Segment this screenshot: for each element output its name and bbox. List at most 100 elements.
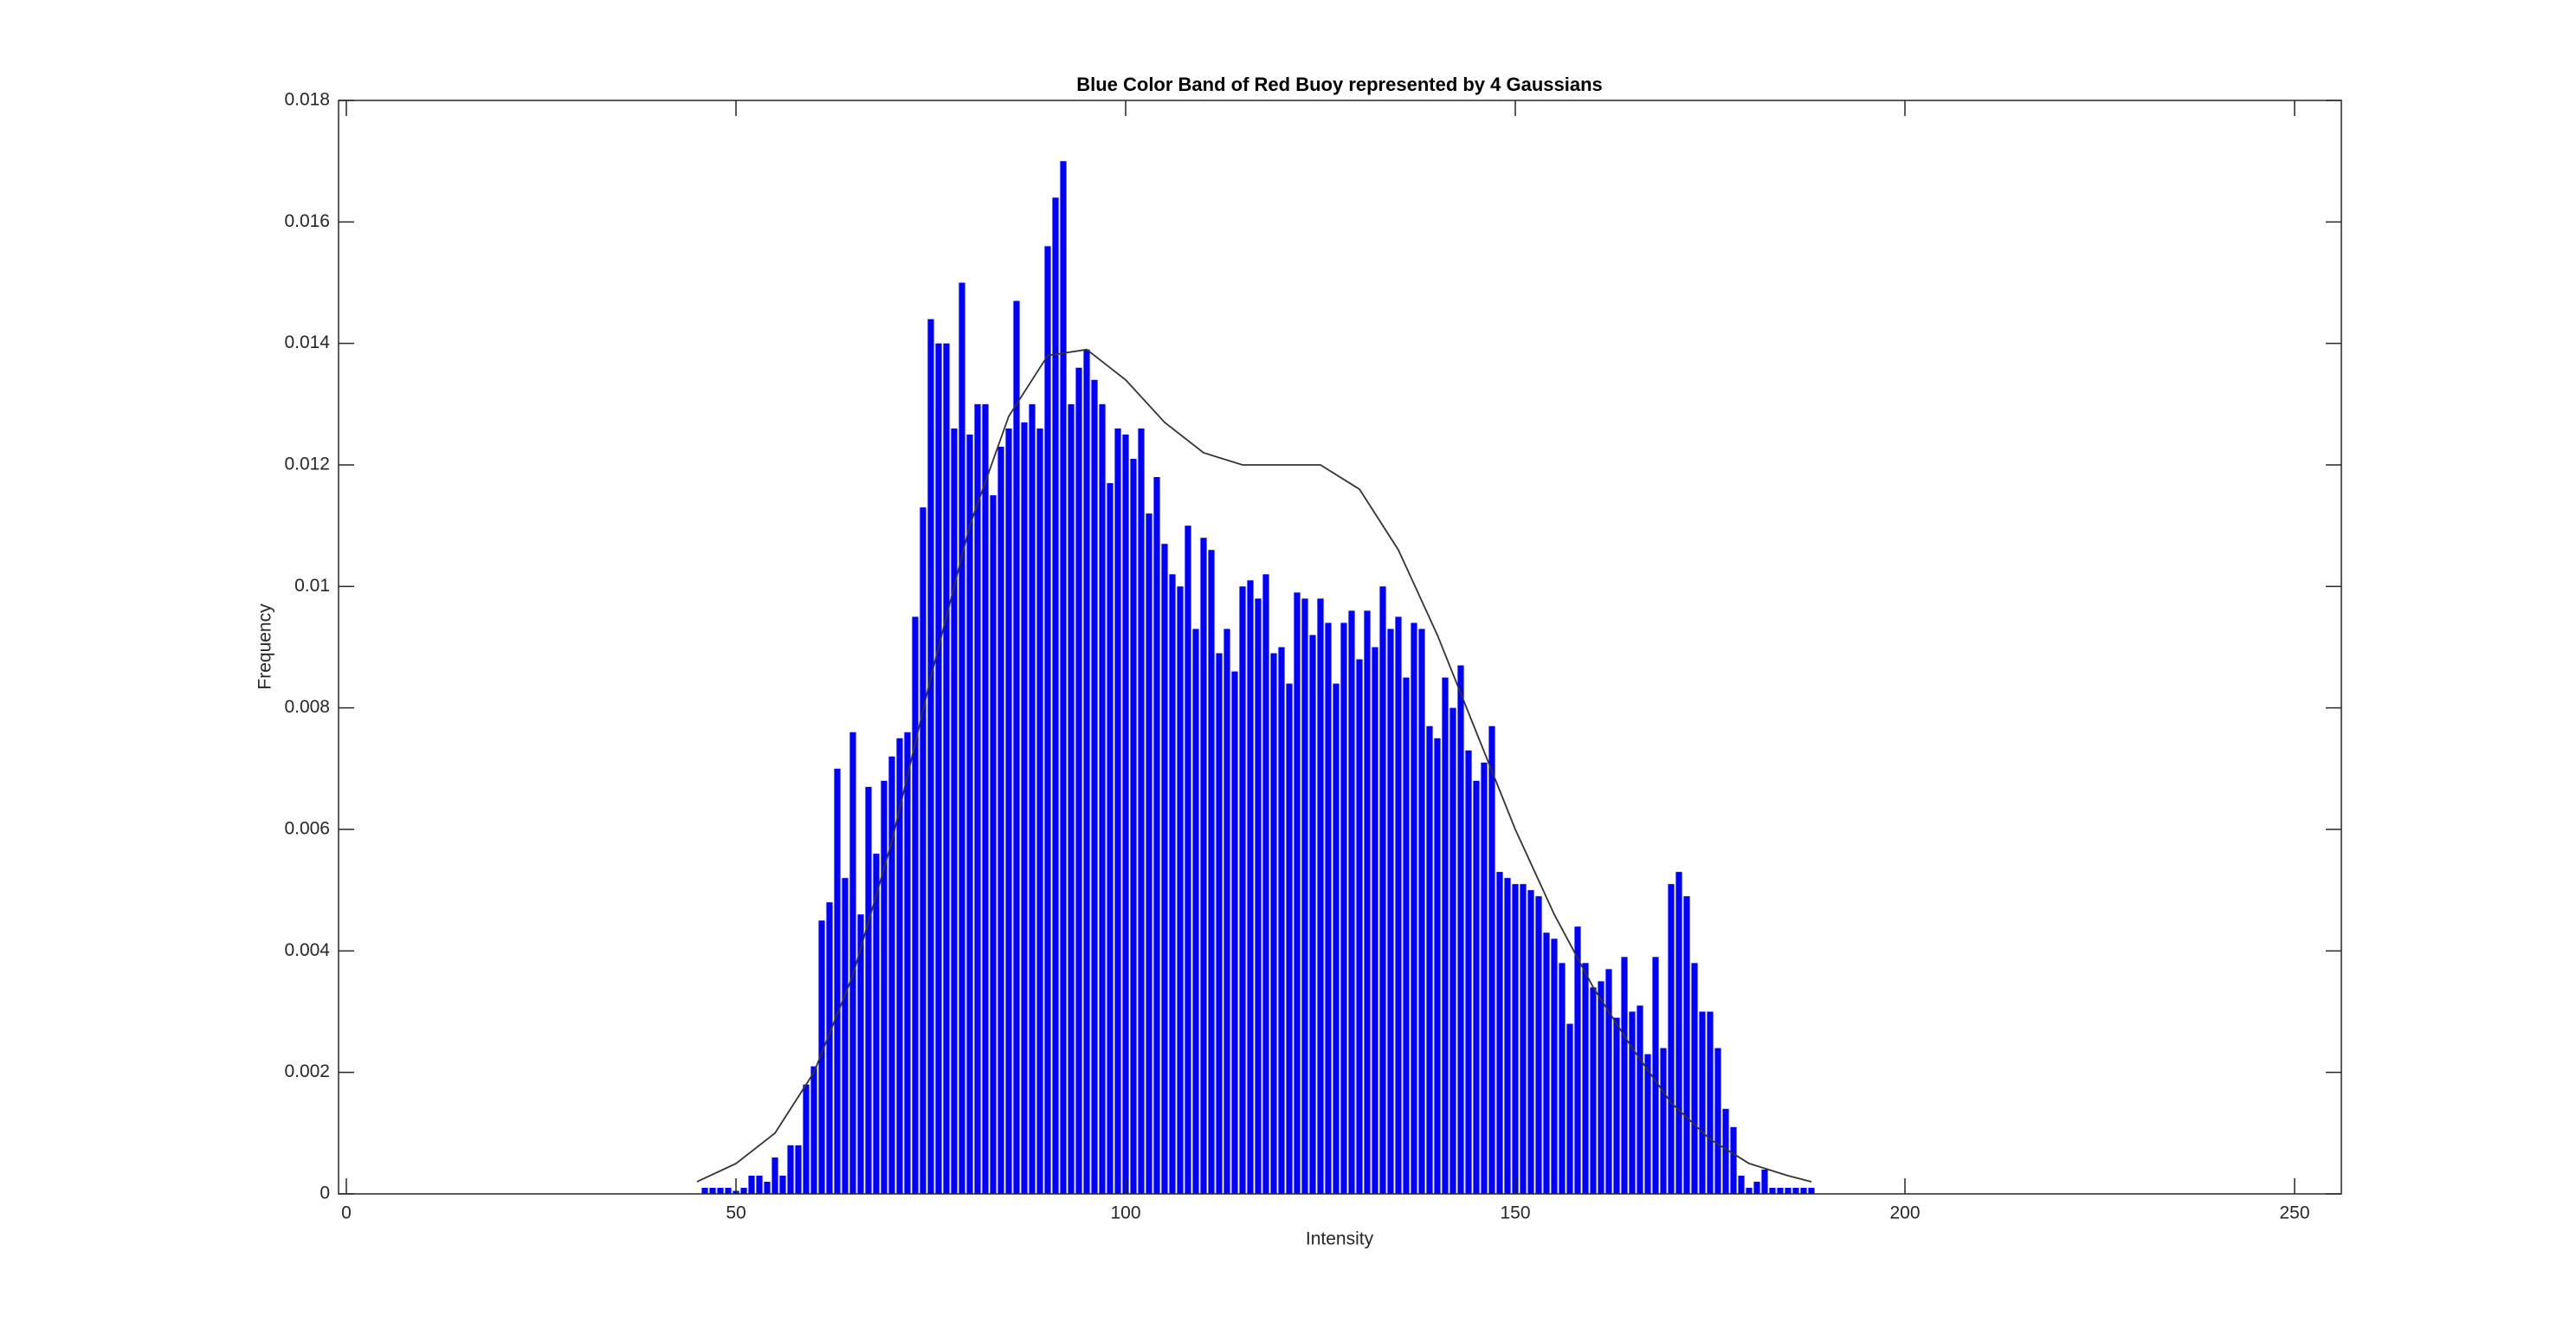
bar [1777,1187,1784,1194]
bar [1792,1187,1799,1194]
bar [1590,987,1597,1194]
bar [997,446,1004,1194]
bar [1286,683,1293,1194]
bar [1652,957,1659,1194]
x-tick-label: 150 [1500,1203,1530,1223]
bar [857,914,864,1194]
x-tick-label: 50 [726,1203,746,1223]
bar [1683,896,1690,1194]
bar [1730,1126,1737,1194]
y-tick-label: 0.006 [284,819,330,839]
bar [920,507,926,1194]
bar [725,1187,732,1194]
bar [1457,665,1464,1194]
bar [1185,526,1191,1194]
bar [1488,726,1495,1194]
bar [1660,1048,1667,1194]
bar [1114,428,1121,1194]
bar [1223,629,1230,1194]
bar [740,1187,747,1194]
bar [1746,1187,1753,1194]
bar [1761,1169,1768,1194]
bar [896,738,903,1194]
y-tick-label: 0.018 [284,90,330,110]
bar [1637,1005,1643,1194]
x-tick-label: 200 [1889,1203,1920,1223]
bar [1644,1054,1651,1194]
bar [1535,896,1542,1194]
bar [1582,963,1589,1194]
bar [787,1145,794,1194]
bar [748,1175,755,1194]
bar [1395,616,1402,1194]
bar [1496,872,1503,1194]
bar [1317,598,1324,1194]
bar [1785,1187,1792,1194]
bar [818,920,825,1194]
x-tick-label: 0 [341,1203,352,1223]
bar [1543,932,1550,1194]
bar [1333,683,1340,1194]
bar [873,854,880,1194]
y-axis-label: Frequency [255,603,275,690]
bar [982,403,989,1194]
bar [1520,884,1527,1194]
bar [1668,884,1675,1194]
bar [1060,161,1067,1195]
y-tick-label: 0.016 [284,211,330,231]
bar [1465,750,1472,1194]
bar [1052,197,1059,1195]
bar [1138,428,1145,1194]
bar [1426,726,1433,1194]
bar [1800,1187,1807,1194]
bar [1808,1187,1815,1194]
axes-box [338,100,2342,1195]
bar [1099,403,1106,1194]
bar [701,1187,708,1194]
bar [1262,574,1269,1194]
bar [904,732,911,1194]
bar [779,1175,786,1194]
bar [1340,622,1347,1194]
bar [1239,586,1246,1194]
bar [1231,671,1238,1194]
bar [1325,622,1332,1194]
bar [1075,367,1082,1194]
bar [1372,647,1378,1194]
bar [1278,647,1285,1194]
bar [709,1187,716,1194]
bar [912,616,919,1194]
bar [1574,926,1581,1194]
bar [1036,428,1043,1194]
bar [1192,629,1199,1194]
bar [943,343,950,1195]
bar [1411,622,1417,1194]
y-tick-label: 0.012 [284,455,330,474]
bar [810,1066,817,1194]
bar [1504,878,1511,1194]
bar [1379,586,1386,1194]
bar [1527,890,1534,1194]
bar [990,495,997,1194]
y-tick-label: 0.008 [284,697,330,717]
bar [974,403,981,1194]
bar [935,343,942,1195]
bar [1675,872,1682,1194]
bar [1044,246,1051,1194]
bar [1442,677,1449,1194]
bar [1301,598,1308,1194]
bar [1005,428,1012,1194]
bar [1153,477,1160,1194]
bar [881,780,888,1194]
y-tick-label: 0.004 [284,940,330,960]
bar [1598,981,1604,1194]
bar [1566,1023,1573,1194]
bar [1449,707,1456,1194]
x-axis-label: Intensity [1306,1229,1374,1249]
bar [1629,1011,1636,1194]
bar [1722,1108,1729,1194]
bar [1418,629,1425,1194]
bar [1122,434,1129,1195]
bar [1605,969,1612,1194]
bar [1348,610,1355,1194]
